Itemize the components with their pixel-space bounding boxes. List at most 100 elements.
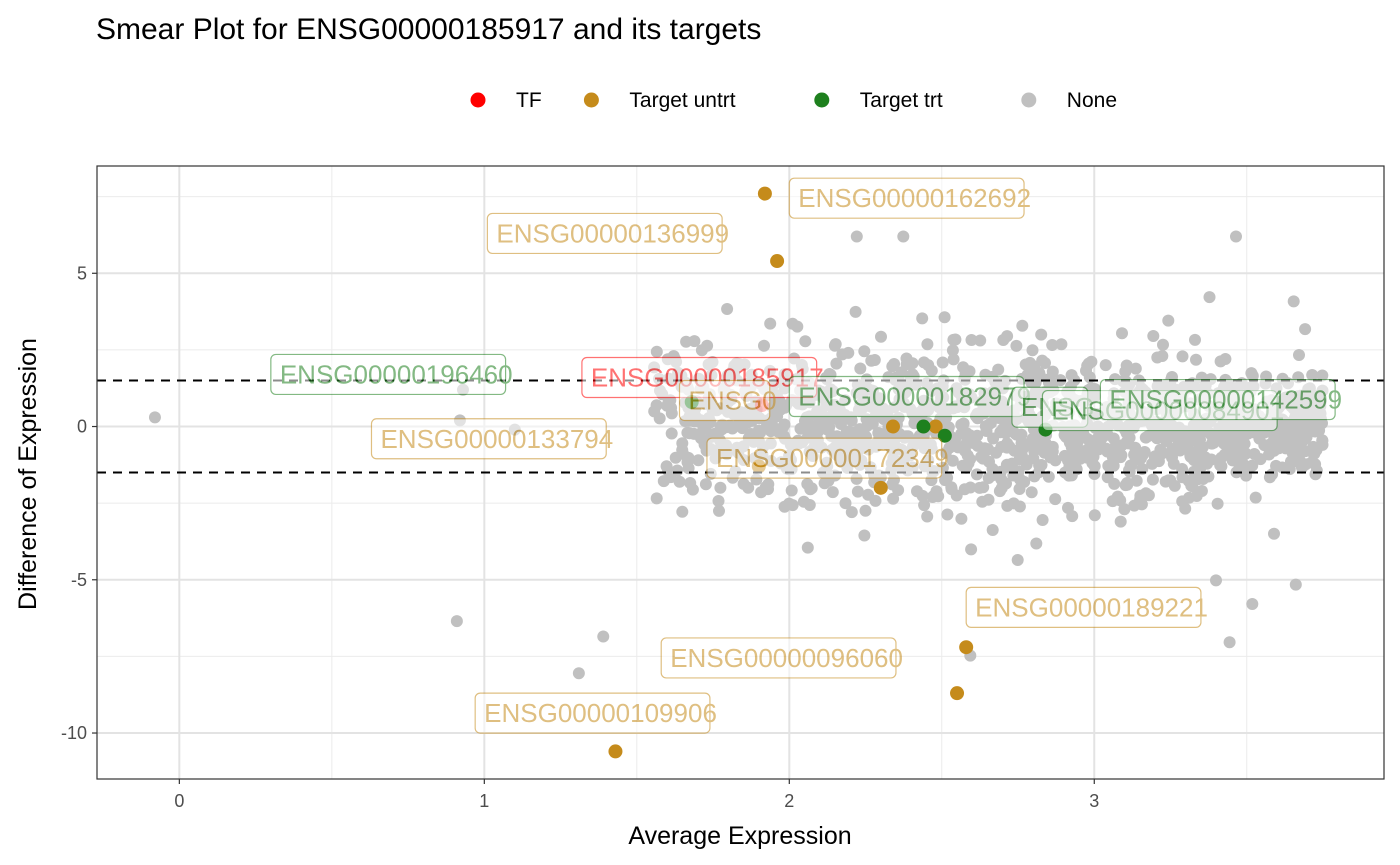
none-point — [1210, 574, 1222, 587]
gene-label-text: ENSG00000189221 — [975, 592, 1208, 622]
none-point — [1107, 459, 1120, 472]
gene-label-text: ENSG00000136999 — [496, 218, 729, 248]
none-point — [1062, 463, 1075, 476]
gene-label-text: ENSG00000172349 — [716, 443, 949, 473]
none-point — [1293, 349, 1305, 361]
none-point — [1116, 327, 1128, 340]
none-point — [758, 339, 770, 352]
gene-label-text: ENSG0 — [689, 385, 777, 415]
none-point — [692, 454, 705, 467]
x-tick-label: 0 — [174, 791, 184, 811]
none-point — [995, 482, 1008, 494]
none-point — [1240, 469, 1253, 482]
highlight-point — [928, 419, 943, 434]
none-point — [842, 426, 855, 439]
none-point — [1296, 461, 1308, 474]
none-point — [745, 428, 758, 440]
none-point — [1049, 493, 1062, 506]
none-point — [1238, 437, 1251, 450]
none-point — [958, 483, 971, 496]
highlight-point — [959, 640, 974, 655]
gene-label-box: ENSG00000189221 — [965, 586, 1208, 628]
none-point — [941, 471, 954, 484]
gene-label-box: ENSG00000109906 — [474, 692, 717, 734]
none-point — [943, 441, 956, 454]
none-point — [742, 481, 755, 494]
none-point — [886, 360, 899, 373]
none-point — [1162, 474, 1175, 487]
none-point — [1065, 441, 1078, 454]
none-point — [1036, 514, 1049, 526]
none-point — [1215, 451, 1228, 464]
none-point — [930, 485, 943, 498]
none-point — [1010, 339, 1023, 352]
none-point — [673, 475, 686, 488]
legend: TF Target untrt Target trt None — [470, 89, 1117, 112]
none-point — [1149, 450, 1162, 463]
none-point — [869, 494, 882, 507]
gene-label-box: ENSG00000133794 — [370, 418, 613, 460]
none-point — [1058, 429, 1071, 441]
none-point — [1065, 369, 1078, 382]
none-point — [1055, 338, 1068, 351]
none-point — [1042, 470, 1055, 483]
none-point — [1266, 468, 1279, 481]
none-point — [1013, 483, 1026, 495]
none-point — [965, 334, 978, 346]
none-point — [997, 422, 1010, 435]
none-point — [947, 353, 960, 366]
gene-label-text: ENSG00000096060 — [670, 643, 903, 673]
gene-label-border — [486, 212, 723, 255]
none-point — [1176, 350, 1189, 363]
gene-label-box: ENSG00000136999 — [486, 212, 729, 255]
none-point — [1146, 473, 1159, 486]
none-point — [945, 483, 958, 496]
gene-label-box: ENSG00000096060 — [660, 637, 903, 679]
none-point — [572, 667, 585, 680]
none-point — [1246, 369, 1259, 382]
none-point — [801, 541, 814, 554]
minor-grid — [97, 166, 1384, 779]
none-point — [778, 401, 791, 414]
none-point — [1046, 339, 1059, 351]
none-point — [1313, 424, 1326, 437]
gene-label-text: ENSG00000142599 — [1109, 385, 1342, 415]
chart-title: Smear Plot for ENSG00000185917 and its t… — [96, 13, 761, 46]
none-point — [665, 427, 678, 440]
none-point — [1166, 451, 1178, 464]
none-point — [805, 482, 818, 495]
none-point — [754, 426, 767, 439]
none-point — [839, 497, 852, 510]
none-point — [970, 468, 983, 481]
legend-label: Target untrt — [629, 89, 735, 112]
none-point — [960, 438, 973, 451]
none-point — [1099, 359, 1112, 372]
none-point — [650, 399, 663, 412]
none-point — [797, 495, 810, 508]
none-point — [1107, 432, 1120, 445]
none-point — [1214, 355, 1227, 368]
none-point — [1128, 499, 1141, 512]
none-point — [865, 354, 878, 367]
none-point — [925, 364, 938, 377]
none-point — [974, 334, 987, 347]
none-point — [695, 344, 708, 357]
none-point — [921, 510, 934, 523]
none-point — [1299, 323, 1312, 336]
y-tick-label: -5 — [71, 570, 87, 590]
none-point — [1101, 471, 1114, 484]
highlight-point — [950, 686, 965, 701]
gene-label-text: ENSG00000133794 — [380, 424, 613, 454]
x-tick-label: 1 — [479, 791, 489, 811]
legend-label: Target trt — [860, 89, 943, 112]
none-point — [986, 524, 999, 536]
legend-label: None — [1067, 89, 1117, 112]
gene-label-text: ENSG00000182979 — [798, 381, 1031, 411]
none-point — [1134, 489, 1147, 502]
gene-label-text: ENSG00000109906 — [484, 698, 717, 728]
none-point — [680, 335, 693, 348]
highlight-point — [916, 419, 931, 434]
gene-label-text: ENSG00000196460 — [280, 359, 513, 389]
none-point — [1035, 328, 1048, 341]
none-point — [1021, 368, 1034, 381]
